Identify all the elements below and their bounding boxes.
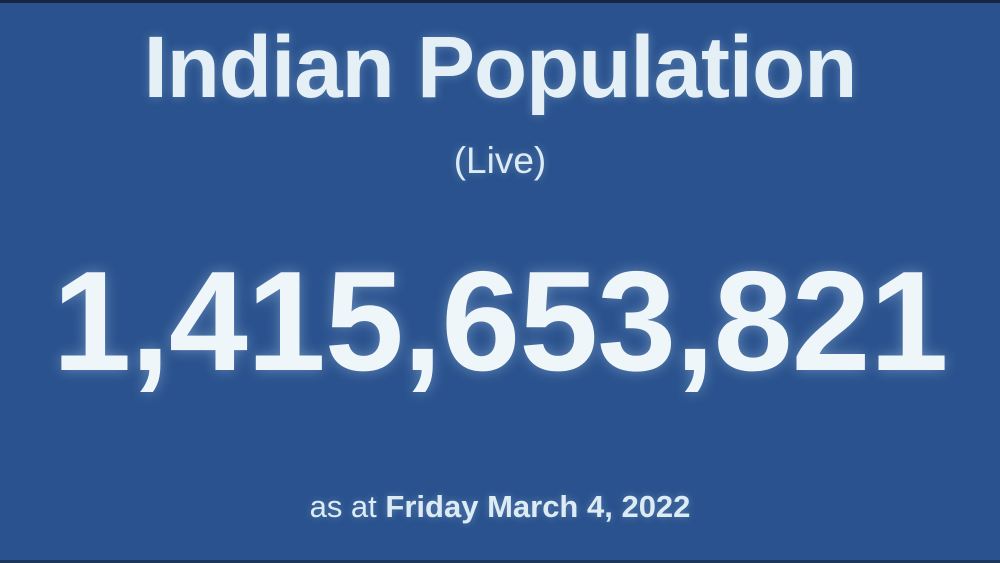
bottom-edge-bar	[0, 560, 1000, 563]
date-prefix: as at	[309, 489, 377, 524]
population-count: 1,415,653,821	[52, 242, 948, 401]
page-title: Indian Population	[143, 19, 858, 116]
date-value: Friday March 4, 2022	[385, 489, 691, 524]
date-caption: as at Friday March 4, 2022	[0, 491, 1000, 522]
live-indicator: (Live)	[453, 140, 547, 181]
top-edge-bar	[0, 0, 1000, 3]
